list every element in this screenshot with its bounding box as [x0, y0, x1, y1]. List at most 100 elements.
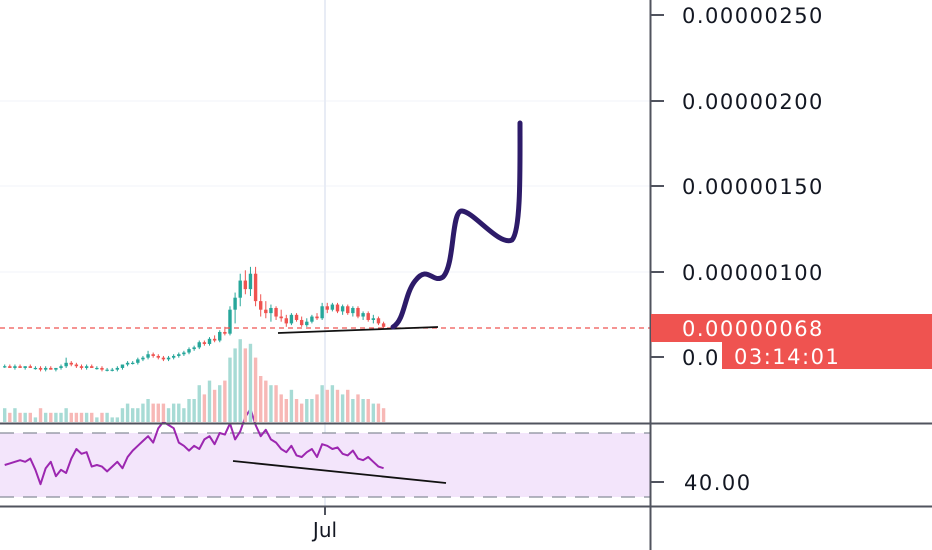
volume-bar	[3, 408, 7, 422]
candle	[218, 331, 222, 341]
candle	[54, 367, 58, 370]
volume-bar	[187, 399, 191, 422]
candles	[3, 266, 386, 372]
grid	[0, 0, 650, 506]
volume-bar	[79, 412, 84, 422]
candle	[202, 342, 207, 344]
candle	[182, 352, 186, 355]
volume-bar	[43, 412, 48, 422]
candle	[325, 306, 329, 310]
volume-bar	[64, 408, 68, 422]
candle	[28, 366, 32, 368]
candle	[3, 366, 7, 368]
volume-bar	[279, 394, 283, 422]
candle	[264, 309, 268, 314]
candle	[110, 369, 114, 371]
candle	[115, 367, 120, 370]
candle	[18, 366, 22, 368]
candle	[253, 273, 258, 302]
candle	[13, 366, 17, 368]
volume-bar	[177, 403, 181, 422]
volume-bar	[8, 412, 12, 422]
support-trendline[interactable]	[277, 326, 439, 334]
candle	[8, 366, 12, 368]
candle	[171, 355, 176, 358]
last-price-label: 0.00000068	[682, 317, 824, 341]
price-tick-label: 0.00000150	[682, 175, 824, 199]
price-tick-label: 0.00000250	[682, 4, 824, 28]
volume-bar	[299, 403, 304, 422]
candle	[381, 323, 386, 327]
volume-bar	[95, 417, 99, 422]
rsi-pane[interactable]	[0, 408, 650, 498]
volume-bar	[371, 403, 376, 422]
volume-bar	[74, 412, 79, 422]
price-tick-label: 0.00000100	[682, 261, 824, 285]
candle	[64, 362, 68, 367]
volume-bar	[238, 339, 242, 422]
volume-bar	[49, 412, 53, 422]
volume-bar	[131, 408, 135, 422]
volume-bar	[23, 412, 27, 422]
last-price-tag	[651, 314, 932, 342]
countdown-tag	[722, 342, 932, 369]
candle	[233, 297, 237, 310]
candle	[346, 306, 350, 314]
candle	[376, 318, 381, 324]
volume-bar	[141, 403, 145, 422]
candle	[100, 367, 104, 370]
price-axis[interactable]: 0.00000250 0.00000200 0.00000150 0.00000…	[651, 4, 932, 495]
candle	[156, 355, 160, 358]
volume-bar	[284, 399, 288, 422]
candle	[59, 366, 63, 368]
time-axis[interactable]: Jul	[311, 507, 337, 542]
candle	[43, 367, 48, 370]
candle	[84, 366, 89, 368]
volume-bar	[310, 399, 314, 422]
candle	[125, 362, 130, 365]
candle	[23, 366, 27, 368]
volume-bar	[223, 380, 227, 422]
volume-bar	[38, 408, 43, 422]
volume-bars	[3, 339, 386, 422]
volume-bar	[115, 417, 120, 422]
candle	[197, 342, 201, 348]
volume-bar	[228, 357, 232, 422]
rsi-trendline[interactable]	[232, 460, 447, 484]
candle	[274, 307, 278, 317]
volume-bar	[151, 403, 155, 422]
volume-bar	[253, 357, 258, 422]
projected-path-drawing[interactable]	[390, 120, 523, 330]
volume-bar	[54, 412, 58, 422]
volume-bar	[171, 403, 176, 422]
volume-bar	[84, 412, 89, 422]
candle	[243, 280, 248, 290]
volume-bar	[294, 399, 299, 422]
candle	[192, 347, 196, 350]
candle	[294, 314, 299, 320]
candle	[177, 354, 181, 356]
candle	[351, 307, 355, 314]
volume-bar	[248, 343, 253, 422]
volume-bar	[136, 408, 140, 422]
volume-bar	[351, 399, 355, 422]
candle	[248, 273, 253, 290]
volume-bar	[166, 408, 171, 422]
volume-bar	[289, 389, 294, 422]
volume-bar	[192, 399, 196, 422]
volume-bar	[125, 403, 130, 422]
candle	[371, 318, 376, 320]
candle	[340, 306, 345, 312]
candle	[105, 369, 109, 371]
candle	[223, 331, 227, 334]
volume-bar	[90, 412, 94, 422]
volume-bar	[361, 399, 365, 422]
volume-bar	[274, 385, 278, 422]
candle	[136, 359, 140, 363]
candle	[207, 338, 212, 344]
volume-bar	[243, 348, 248, 422]
candle	[131, 362, 135, 365]
candle	[299, 319, 304, 326]
candle	[120, 364, 125, 368]
